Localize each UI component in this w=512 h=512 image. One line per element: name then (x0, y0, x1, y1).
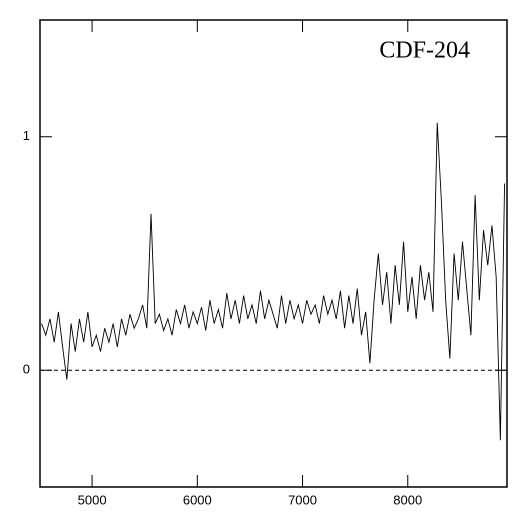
y-tick-label: 0 (23, 362, 30, 377)
chart-title: CDF-204 (379, 38, 470, 64)
x-tick-label: 6000 (183, 492, 212, 507)
x-tick-label: 5000 (78, 492, 107, 507)
x-tick-label: 7000 (288, 492, 317, 507)
y-tick-label: 1 (23, 128, 30, 143)
spectrum-line (41, 122, 506, 441)
plot-frame (39, 19, 508, 488)
x-tick-label: 8000 (393, 492, 422, 507)
